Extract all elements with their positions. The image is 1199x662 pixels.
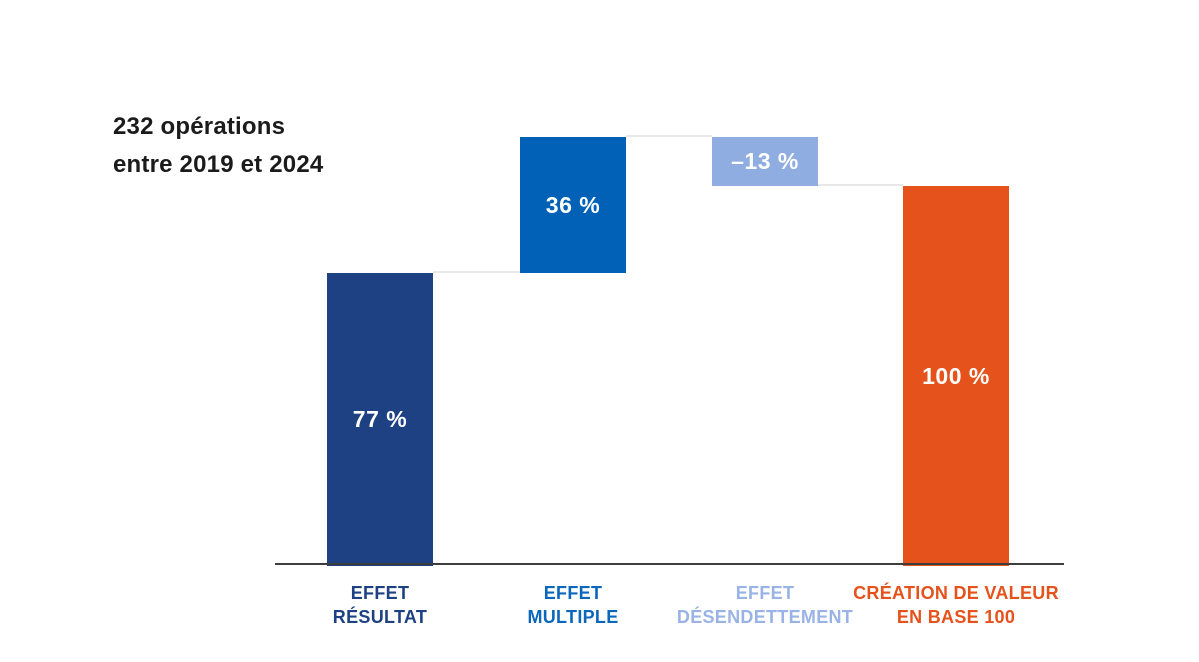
annotation-line-1: 232 opérations	[113, 113, 286, 140]
annotation-line-2: entre 2019 et 2024	[113, 151, 324, 178]
connector-line	[626, 135, 712, 137]
bar-effet-resultat: 77 %	[327, 273, 433, 566]
axis-label-line: EFFET	[350, 583, 410, 603]
axis-label-effet-resultat: EFFET RÉSULTAT	[265, 581, 495, 629]
axis-label-effet-desendettement: EFFET DÉSENDETTEMENT	[650, 581, 880, 629]
bar-value-label: 77 %	[352, 406, 408, 432]
axis-label-line: EFFET	[543, 583, 603, 603]
axis-label-line: DÉSENDETTEMENT	[676, 607, 854, 627]
chart-annotation: 232 opérations entre 2019 et 2024	[113, 108, 323, 184]
axis-label-line: EN BASE 100	[896, 607, 1016, 627]
x-axis-line	[275, 563, 1064, 565]
connector-line	[433, 271, 520, 273]
bar-effet-desendettement: –13 %	[712, 137, 818, 186]
axis-label-creation-de-valeur-en-base-100: CRÉATION DE VALEUR EN BASE 100	[841, 581, 1071, 629]
bar-value-label: –13 %	[731, 148, 799, 174]
axis-label-line: MULTIPLE	[527, 607, 619, 627]
connector-line	[818, 184, 903, 186]
bar-effet-multiple: 36 %	[520, 137, 626, 273]
axis-label-effet-multiple: EFFET MULTIPLE	[458, 581, 688, 629]
axis-label-line: EFFET	[735, 583, 795, 603]
bar-creation-de-valeur-en-base-100: 100 %	[903, 186, 1009, 566]
bar-value-label: 100 %	[922, 362, 990, 389]
axis-label-line: RÉSULTAT	[332, 607, 428, 627]
bar-value-label: 36 %	[545, 191, 601, 218]
axis-label-line: CRÉATION DE VALEUR	[853, 583, 1059, 603]
